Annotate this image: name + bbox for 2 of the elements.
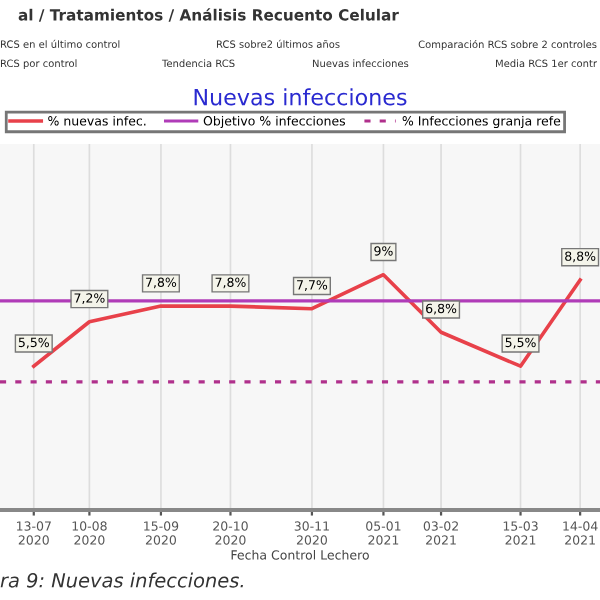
chart-title: Nuevas infecciones <box>194 88 407 106</box>
text: ra 9: Nuevas infecciones. <box>0 572 243 588</box>
